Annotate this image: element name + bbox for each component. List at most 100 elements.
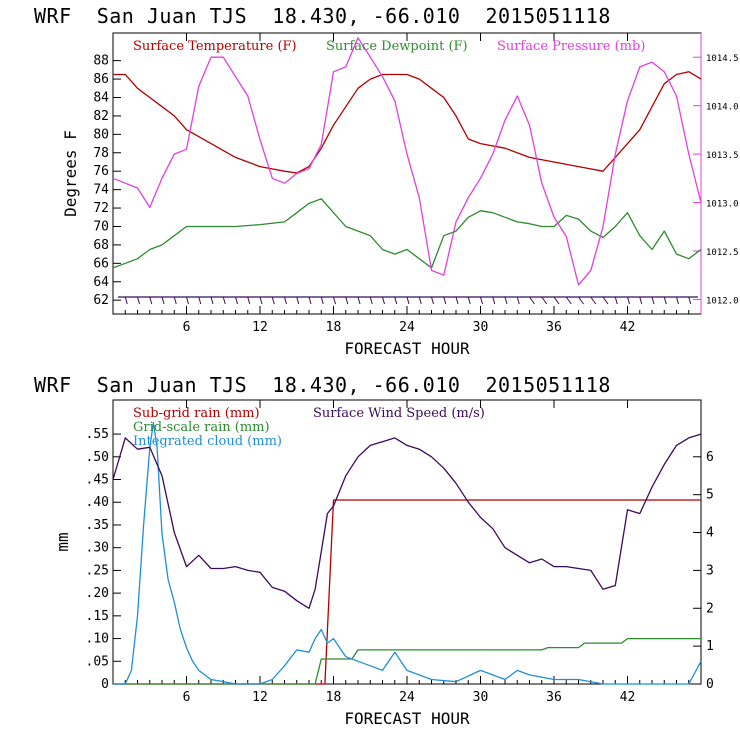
bottom-x-tick-label: 12 — [252, 690, 268, 705]
wind-barb — [431, 296, 434, 305]
wind-barb — [516, 296, 520, 305]
bottom-y-tick-label-left: .55 — [86, 427, 109, 442]
bottom-y-tick-label-left: .10 — [86, 632, 109, 647]
bottom-series-line-grid_rain — [113, 637, 701, 685]
bottom-y-tick-label-left: .40 — [86, 495, 109, 510]
wind-barb — [345, 296, 349, 305]
top-y-tick-label-left: 66 — [93, 256, 109, 271]
top-series-line-pressure — [112, 37, 702, 286]
top-y-tick-label-right: 1013.5 — [706, 151, 739, 161]
top-y-tick-label-left: 70 — [93, 219, 109, 234]
bottom-legend-wind: Surface Wind Speed (m/s) — [313, 406, 485, 421]
wind-barb — [688, 296, 692, 305]
wind-barb — [137, 296, 140, 305]
top-y-tick-label-left: 84 — [93, 90, 109, 105]
top-y-tick-label-left: 62 — [93, 293, 109, 308]
wind-barb — [210, 296, 214, 305]
top-x-tick-label: 42 — [620, 320, 636, 335]
bottom-y-tick-label-left: .15 — [86, 609, 109, 624]
wind-barb — [394, 296, 398, 305]
top-x-tick-label: 36 — [546, 320, 562, 335]
bottom-chart-title: WRF San Juan TJS 18.430, -66.010 2015051… — [34, 373, 611, 397]
top-chart-title: WRF San Juan TJS 18.430, -66.010 2015051… — [34, 4, 611, 28]
wind-barb — [161, 296, 165, 305]
top-x-tick-label: 24 — [399, 320, 415, 335]
wind-barb — [320, 296, 324, 305]
wind-barb — [271, 296, 275, 305]
wind-barb — [296, 296, 300, 305]
top-y-tick-label-left: 76 — [93, 164, 109, 179]
top-y-axis-title: Degrees F — [61, 130, 80, 217]
wind-barb — [186, 296, 189, 305]
top-y-tick-label-right: 1012.0 — [706, 296, 739, 306]
bottom-y-tick-label-left: .35 — [86, 518, 109, 533]
bottom-series-line-cloud — [113, 422, 702, 685]
top-series-line-temperature — [113, 71, 702, 174]
top-x-tick-label: 6 — [183, 320, 191, 335]
wind-barb — [565, 296, 572, 305]
bottom-chart: 6 12 18 24 30 36 420.05.10.15.20.25.30.35.40.4… — [53, 399, 714, 728]
bottom-series-line-subgrid_rain — [113, 499, 701, 685]
top-y-tick-label-right: 1014.0 — [706, 103, 739, 113]
bottom-y-tick-label-right: 0 — [706, 677, 714, 692]
wind-barb — [602, 296, 609, 305]
wind-barb — [406, 296, 410, 305]
wind-barb — [651, 296, 655, 305]
wind-barb — [369, 296, 373, 305]
bottom-y-tick-label-left: .50 — [86, 450, 109, 465]
bottom-x-tick-label: 6 — [183, 690, 191, 705]
wind-barb — [663, 296, 667, 305]
bottom-y-tick-label-right: 5 — [706, 488, 714, 503]
wind-barb — [124, 296, 128, 305]
bottom-x-axis-title: FORECAST HOUR — [344, 709, 470, 728]
bottom-y-tick-label-right: 6 — [706, 450, 714, 465]
wind-barb — [222, 296, 226, 305]
top-y-tick-label-left: 78 — [93, 146, 109, 161]
bottom-x-tick-label: 36 — [546, 690, 562, 705]
top-chart: 6 12 18 24 30 36 42 62 64 66 68 70 72 74 76 78 80 82 84 86 8… — [61, 32, 739, 358]
bottom-x-tick-label: 42 — [620, 690, 636, 705]
wind-barb — [455, 296, 459, 305]
wind-barb — [504, 296, 508, 305]
bottom-y-tick-label-left: .20 — [86, 586, 109, 601]
top-y-tick-label-left: 64 — [93, 275, 109, 290]
top-y-tick-label-left: 68 — [93, 238, 109, 253]
wind-barb — [418, 296, 422, 305]
top-y-tick-label-right: 1013.0 — [706, 200, 739, 210]
top-y-tick-label-left: 86 — [93, 72, 109, 87]
top-y-tick-label-left: 82 — [93, 109, 109, 124]
wind-barb — [627, 296, 630, 305]
wind-barb — [308, 296, 312, 305]
top-y-tick-label-right: 1014.5 — [706, 54, 739, 64]
wind-barb — [553, 296, 560, 305]
top-legend-dewpoint: Surface Dewpoint (F) — [326, 39, 468, 54]
top-legend-temperature: Surface Temperature (F) — [133, 39, 297, 54]
bottom-x-tick-label: 18 — [326, 690, 342, 705]
bottom-legend-subgrid_rain: Sub-grid rain (mm) — [133, 406, 260, 421]
wind-barb — [173, 296, 177, 305]
bottom-y-tick-label-left: .25 — [86, 563, 109, 578]
wind-barb — [676, 296, 679, 305]
bottom-legend-grid_rain: Grid-scale rain (mm) — [133, 420, 270, 435]
wind-barb — [578, 296, 584, 305]
wind-barb — [382, 296, 385, 305]
bottom-y-tick-label-right: 2 — [706, 601, 714, 616]
top-x-axis-title: FORECAST HOUR — [344, 339, 470, 358]
wind-barb — [541, 296, 548, 305]
wind-barb — [590, 296, 597, 305]
top-y-tick-label-left: 72 — [93, 201, 109, 216]
wind-barb — [333, 296, 336, 305]
bottom-y-tick-label-right: 3 — [706, 563, 714, 578]
wind-barb — [259, 296, 263, 305]
bottom-y-tick-label-left: .05 — [86, 654, 109, 669]
bottom-y-axis-title: mm — [53, 532, 72, 551]
wind-barb — [235, 296, 238, 305]
top-series-line-dewpoint — [112, 198, 702, 269]
bottom-legend-cloud: Integrated cloud (mm) — [133, 434, 282, 449]
top-y-tick-label-left: 80 — [93, 127, 109, 142]
bottom-y-tick-label-left: 0 — [101, 677, 109, 692]
wind-barb — [492, 296, 496, 305]
top-y-tick-label-left: 88 — [93, 54, 109, 69]
wind-barb — [247, 296, 251, 305]
